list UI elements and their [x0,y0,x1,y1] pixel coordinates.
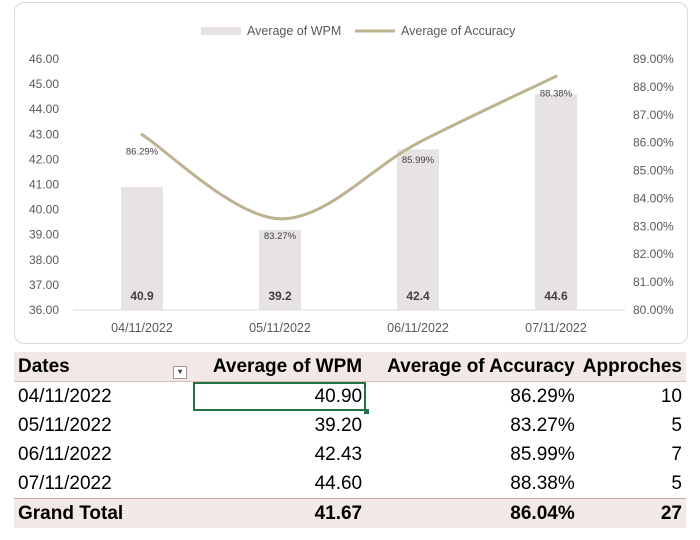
legend-label-accuracy: Average of Accuracy [401,24,516,38]
bar-wpm [397,149,439,310]
accuracy-point [278,217,282,221]
accuracy-point [554,74,558,78]
cell-accuracy[interactable]: 88.38% [510,472,575,494]
cell-wpm-value: 40.90 [314,385,363,407]
cell-wpm[interactable]: 42.43 [314,443,363,465]
y-right-tick-label: 86.00% [633,136,674,150]
accuracy-point [140,133,144,137]
y-left-tick-label: 43.00 [29,127,59,141]
bar-data-label: 44.6 [544,289,568,303]
y-left-tick-label: 37.00 [29,278,59,292]
y-left-tick-label: 41.00 [29,178,59,192]
y-left-tick-label: 38.00 [29,253,59,267]
bar-data-label: 39.2 [268,289,292,303]
cell-date[interactable]: 04/11/2022 [18,385,112,407]
accuracy-point [416,141,420,145]
accuracy-data-label: 88.38% [540,88,573,99]
y-left-tick-label: 42.00 [29,152,59,166]
y-left-tick-label: 45.00 [29,77,59,91]
accuracy-line [140,74,558,221]
x-tick-label: 07/11/2022 [525,321,587,335]
accuracy-data-label: 85.99% [402,155,435,166]
header-dates-label: Dates [18,355,70,377]
cell-wpm[interactable]: 39.20 [314,414,363,436]
legend-swatch-wpm [201,27,241,35]
y-left-tick-label: 40.00 [29,203,59,217]
header-approches[interactable]: Approches [578,352,686,382]
grand-total-approches[interactable]: 27 [578,498,686,528]
cell-accuracy[interactable]: 85.99% [510,443,575,465]
y-right-tick-label: 89.00% [633,52,674,66]
bar-data-label: 42.4 [406,289,430,303]
y-right-tick-label: 81.00% [633,275,674,289]
cell-accuracy[interactable]: 83.27% [510,414,575,436]
y-right-tick-label: 80.00% [633,303,674,317]
accuracy-data-label: 86.29% [126,147,159,158]
dropdown-filter-icon[interactable]: ▾ [173,366,188,379]
grand-total-accuracy[interactable]: 86.04% [366,498,579,528]
y-right-tick-label: 84.00% [633,191,674,205]
cell-wpm[interactable]: 44.60 [314,472,363,494]
y-right-tick-label: 88.00% [633,80,674,94]
cell-wpm-selected[interactable]: 40.90 [193,381,370,414]
legend-label-wpm: Average of WPM [247,24,341,38]
x-tick-label: 04/11/2022 [111,321,173,335]
y-left-tick-label: 44.00 [29,102,59,116]
cell-approches[interactable]: 5 [671,414,682,436]
cell-accuracy[interactable]: 86.29% [510,385,575,407]
x-tick-label: 06/11/2022 [387,321,449,335]
x-tick-label: 05/11/2022 [249,321,311,335]
grand-total-label[interactable]: Grand Total [14,498,194,528]
table-row: 06/11/2022 42.43 85.99% 7 [14,440,686,469]
table-row: 05/11/2022 39.20 83.27% 5 [14,411,686,440]
bar-data-label: 40.9 [130,289,154,303]
cell-date[interactable]: 05/11/2022 [18,414,112,436]
bar-wpm [259,229,301,310]
pivot-table: Dates ▾ Average of WPM Average of Accura… [14,352,686,528]
table-row: 04/11/2022 40.90 86.29% 10 [14,381,686,414]
cell-date[interactable]: 06/11/2022 [18,443,112,465]
header-avg-wpm[interactable]: Average of WPM [193,352,367,382]
cell-date[interactable]: 07/11/2022 [18,472,112,494]
pivot-header-row: Dates ▾ Average of WPM Average of Accura… [14,352,686,382]
header-dates[interactable]: Dates ▾ [14,352,194,382]
y-right-tick-label: 82.00% [633,247,674,261]
header-avg-accuracy[interactable]: Average of Accuracy [366,352,579,382]
fill-handle[interactable] [364,409,370,414]
y-right-tick-label: 83.00% [633,219,674,233]
cell-approches[interactable]: 7 [671,443,682,465]
y-left-tick-label: 36.00 [29,303,59,317]
cell-approches[interactable]: 5 [671,472,682,494]
cell-approches[interactable]: 10 [660,385,682,407]
y-left-tick-label: 46.00 [29,52,59,66]
combo-chart: Average of WPM Average of Accuracy 36.00 37… [29,24,674,335]
bar-wpm [121,187,163,310]
y-right-tick-label: 87.00% [633,108,674,122]
grand-total-row: Grand Total 41.67 86.04% 27 [14,498,686,528]
y-left-tick-label: 39.00 [29,228,59,242]
grand-total-wpm[interactable]: 41.67 [193,498,367,528]
table-row: 07/11/2022 44.60 88.38% 5 [14,469,686,499]
chart-area: Average of WPM Average of Accuracy 36.00 37… [14,2,688,344]
y-right-tick-label: 85.00% [633,164,674,178]
accuracy-data-label: 83.27% [264,231,297,242]
bar-wpm [535,94,577,310]
